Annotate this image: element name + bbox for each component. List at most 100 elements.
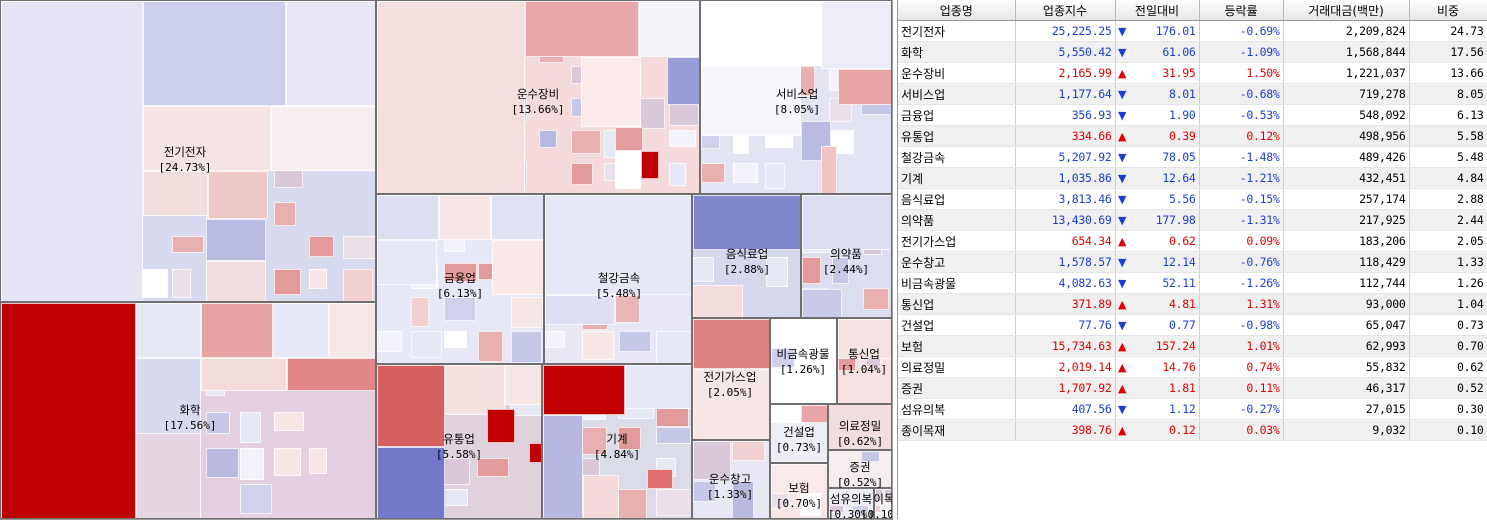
treemap-stock-tile[interactable] (377, 1, 525, 193)
treemap-stock-tile[interactable] (477, 331, 503, 362)
treemap-sector-sec[interactable] (828, 450, 892, 488)
table-row[interactable]: 건설업 77.76 ▼ 0.77 -0.98% 65,047 0.73 (898, 314, 1487, 336)
treemap-stock-tile[interactable] (852, 504, 869, 515)
treemap-stock-tile[interactable] (143, 1, 286, 106)
treemap-stock-tile[interactable] (545, 295, 615, 325)
treemap-stock-tile[interactable] (476, 458, 510, 478)
treemap-stock-tile[interactable] (693, 257, 714, 282)
treemap-stock-tile[interactable] (625, 365, 691, 409)
treemap-stock-tile[interactable] (511, 331, 543, 363)
table-row[interactable]: 종이목재 398.76 ▲ 0.12 0.03% 9,032 0.10 (898, 419, 1487, 441)
treemap-stock-tile[interactable] (801, 121, 831, 161)
treemap-stock-tile[interactable] (693, 369, 769, 439)
table-row[interactable]: 비금속광물 4,082.63 ▼ 52.11 -1.26% 112,744 1.26 (898, 272, 1487, 294)
treemap-stock-tile[interactable] (693, 441, 732, 481)
treemap-stock-tile[interactable] (525, 1, 639, 57)
treemap-sector-warehouse[interactable] (692, 440, 770, 519)
treemap-sector-gas[interactable] (692, 318, 770, 440)
treemap-stock-tile[interactable] (693, 285, 743, 317)
treemap-stock-tile[interactable] (875, 504, 882, 514)
treemap-stock-tile[interactable] (655, 489, 691, 516)
table-row[interactable]: 서비스업 1,177.64 ▼ 8.01 -0.68% 719,278 8.05 (898, 83, 1487, 105)
treemap-stock-tile[interactable] (771, 464, 827, 494)
treemap-sector-trans[interactable] (376, 0, 700, 194)
treemap-stock-tile[interactable] (329, 303, 375, 358)
treemap-stock-tile[interactable] (875, 489, 883, 502)
treemap-stock-tile[interactable] (821, 146, 837, 193)
treemap-stock-tile[interactable] (545, 195, 691, 295)
treemap-sector-fin[interactable] (376, 194, 544, 364)
treemap-stock-tile[interactable] (505, 365, 541, 405)
treemap-stock-tile[interactable] (511, 297, 543, 328)
treemap-stock-tile[interactable] (765, 257, 789, 288)
treemap-stock-tile[interactable] (444, 331, 467, 349)
treemap-sector-elec[interactable] (0, 0, 376, 302)
treemap-stock-tile[interactable] (641, 151, 659, 179)
treemap-stock-tile[interactable] (377, 195, 439, 240)
treemap-stock-tile[interactable] (444, 263, 477, 282)
treemap-stock-tile[interactable] (615, 151, 641, 189)
treemap-stock-tile[interactable] (439, 195, 491, 240)
treemap-stock-tile[interactable] (274, 411, 305, 431)
table-row[interactable]: 유통업 334.66 ▲ 0.39 0.12% 498,956 5.58 (898, 125, 1487, 147)
treemap-stock-tile[interactable] (487, 409, 515, 443)
header-index[interactable]: 업종지수 (1015, 0, 1116, 21)
treemap-stock-tile[interactable] (583, 475, 619, 518)
treemap-stock-tile[interactable] (1, 303, 136, 518)
table-row[interactable]: 증권 1,707.92 ▲ 1.81 0.11% 46,317 0.52 (898, 377, 1487, 399)
treemap-stock-tile[interactable] (701, 162, 725, 183)
treemap-stock-tile[interactable] (273, 303, 329, 358)
table-row[interactable]: 운수장비 2,165.99 ▲ 31.95 1.50% 1,221,037 13.66 (898, 62, 1487, 84)
treemap-stock-tile[interactable] (693, 319, 769, 369)
treemap-stock-tile[interactable] (206, 447, 239, 479)
treemap-stock-tile[interactable] (655, 427, 691, 444)
treemap-stock-tile[interactable] (838, 69, 891, 105)
treemap-stock-tile[interactable] (201, 303, 273, 358)
treemap-sector-steel[interactable] (544, 194, 692, 364)
treemap-stock-tile[interactable] (443, 458, 470, 486)
treemap-stock-tile[interactable] (143, 106, 271, 171)
treemap-stock-tile[interactable] (571, 162, 594, 186)
treemap-stock-tile[interactable] (491, 195, 543, 240)
treemap-stock-tile[interactable] (529, 443, 541, 463)
treemap-stock-tile[interactable] (543, 365, 625, 415)
treemap-stock-tile[interactable] (1, 1, 143, 301)
treemap-stock-tile[interactable] (618, 489, 648, 518)
treemap-stock-tile[interactable] (861, 451, 880, 463)
treemap-sector-paper[interactable] (874, 488, 892, 519)
treemap-stock-tile[interactable] (647, 469, 673, 489)
treemap-stock-tile[interactable] (802, 289, 842, 317)
treemap-stock-tile[interactable] (171, 235, 204, 254)
treemap-stock-tile[interactable] (342, 235, 375, 260)
treemap-sector-chem[interactable] (0, 302, 376, 519)
treemap-stock-tile[interactable] (377, 331, 402, 352)
treemap-stock-tile[interactable] (377, 447, 445, 518)
treemap-stock-tile[interactable] (618, 427, 642, 450)
treemap-sector-constr[interactable] (770, 404, 828, 463)
table-row[interactable]: 금융업 356.93 ▼ 1.90 -0.53% 548,092 6.13 (898, 104, 1487, 126)
header-sector-name[interactable]: 업종명 (898, 0, 1016, 21)
treemap-stock-tile[interactable] (206, 261, 266, 301)
header-change[interactable]: 전일대비 (1115, 0, 1200, 21)
treemap-stock-tile[interactable] (771, 347, 795, 368)
treemap-stock-tile[interactable] (206, 219, 266, 261)
treemap-stock-tile[interactable] (619, 331, 652, 353)
treemap-stock-tile[interactable] (240, 447, 264, 481)
table-row[interactable]: 전기전자 25,225.25 ▼ 176.01 -0.69% 2,209,824 24.73 (898, 20, 1487, 42)
treemap-stock-tile[interactable] (802, 257, 821, 285)
treemap-stock-tile[interactable] (377, 365, 445, 447)
treemap-stock-tile[interactable] (821, 1, 891, 69)
treemap-stock-tile[interactable] (286, 1, 375, 106)
treemap-stock-tile[interactable] (274, 168, 303, 189)
treemap-sector-insure[interactable] (770, 463, 828, 519)
treemap-stock-tile[interactable] (829, 504, 844, 513)
treemap-sector-nonmetal[interactable] (770, 318, 837, 404)
treemap-stock-tile[interactable] (410, 297, 430, 327)
table-row[interactable]: 운수창고 1,578.57 ▼ 12.14 -0.76% 118,429 1.33 (898, 251, 1487, 273)
treemap-stock-tile[interactable] (136, 433, 201, 518)
header-amount[interactable]: 거래대금(백만) (1283, 0, 1410, 21)
treemap-stock-tile[interactable] (884, 489, 891, 500)
treemap-stock-tile[interactable] (771, 405, 801, 423)
treemap-stock-tile[interactable] (838, 319, 891, 359)
treemap-sector-svc[interactable] (700, 0, 892, 194)
